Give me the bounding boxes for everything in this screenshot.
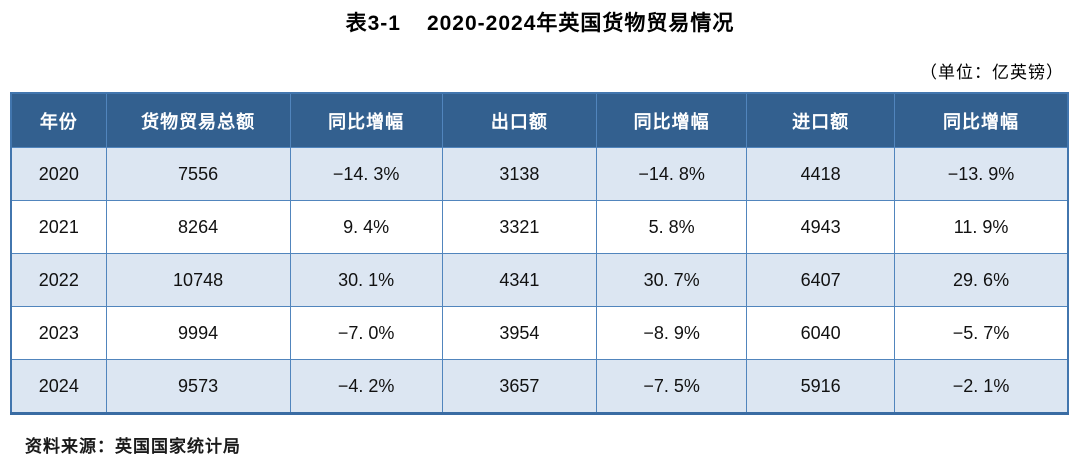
cell-exports-yoy: −7. 5%	[596, 359, 748, 414]
cell-exports-yoy: 30. 7%	[596, 253, 748, 307]
cell-imports-yoy: 11. 9%	[894, 200, 1069, 254]
cell-total-yoy: 30. 1%	[289, 253, 443, 307]
cell-imports-yoy: −13. 9%	[894, 147, 1069, 201]
header-exports-yoy: 同比增幅	[596, 92, 748, 148]
cell-year: 2020	[10, 147, 107, 201]
cell-year: 2023	[10, 306, 107, 360]
cell-exports-yoy: −8. 9%	[596, 306, 748, 360]
header-exports: 出口额	[441, 92, 598, 148]
table-row-2021: 2021 8264 9. 4% 3321 5. 8% 4943 11. 9%	[10, 200, 1069, 254]
table-row-2023: 2023 9994 −7. 0% 3954 −8. 9% 6040 −5. 7%	[10, 306, 1069, 360]
cell-total-trade: 8264	[105, 200, 291, 254]
cell-exports-yoy: −14. 8%	[596, 147, 748, 201]
cell-exports: 3657	[441, 359, 598, 414]
cell-total-yoy: −4. 2%	[289, 359, 443, 414]
cell-exports: 4341	[441, 253, 598, 307]
cell-imports-yoy: −2. 1%	[894, 359, 1069, 414]
cell-exports: 3138	[441, 147, 598, 201]
cell-year: 2024	[10, 359, 107, 414]
cell-total-yoy: −14. 3%	[289, 147, 443, 201]
table-title-text: 2020-2024年英国货物贸易情况	[426, 12, 735, 35]
header-total-trade: 货物贸易总额	[105, 92, 291, 148]
table-row-2024: 2024 9573 −4. 2% 3657 −7. 5% 5916 −2. 1%	[10, 359, 1069, 414]
table-row-2020: 2020 7556 −14. 3% 3138 −14. 8% 4418 −13.…	[10, 147, 1069, 201]
cell-year: 2021	[10, 200, 107, 254]
cell-total-trade: 7556	[105, 147, 291, 201]
header-year: 年份	[10, 92, 107, 148]
unit-note: （单位：亿英镑）	[920, 63, 1064, 82]
cell-imports-yoy: 29. 6%	[894, 253, 1069, 307]
header-total-yoy: 同比增幅	[289, 92, 443, 148]
cell-total-yoy: 9. 4%	[289, 200, 443, 254]
cell-imports-yoy: −5. 7%	[894, 306, 1069, 360]
cell-total-trade: 9994	[105, 306, 291, 360]
cell-exports: 3321	[441, 200, 598, 254]
cell-imports: 6407	[746, 253, 896, 307]
table-title-label: 表3-1	[345, 12, 401, 35]
cell-imports: 6040	[746, 306, 896, 360]
cell-imports: 5916	[746, 359, 896, 414]
table-header-row: 年份 货物贸易总额 同比增幅 出口额 同比增幅 进口额 同比增幅	[10, 92, 1069, 148]
header-imports-yoy: 同比增幅	[894, 92, 1069, 148]
cell-year: 2022	[10, 253, 107, 307]
trade-data-table: 年份 货物贸易总额 同比增幅 出口额 同比增幅 进口额 同比增幅 2020 75…	[10, 92, 1069, 415]
table-row-2022: 2022 10748 30. 1% 4341 30. 7% 6407 29. 6…	[10, 253, 1069, 307]
cell-exports: 3954	[441, 306, 598, 360]
cell-total-trade: 9573	[105, 359, 291, 414]
data-source-note: 资料来源：英国国家统计局	[25, 437, 241, 456]
cell-total-trade: 10748	[105, 253, 291, 307]
cell-total-yoy: −7. 0%	[289, 306, 443, 360]
cell-exports-yoy: 5. 8%	[596, 200, 748, 254]
table-title: 表3-1 2020-2024年英国货物贸易情况	[0, 0, 1080, 37]
header-imports: 进口额	[746, 92, 896, 148]
cell-imports: 4418	[746, 147, 896, 201]
cell-imports: 4943	[746, 200, 896, 254]
